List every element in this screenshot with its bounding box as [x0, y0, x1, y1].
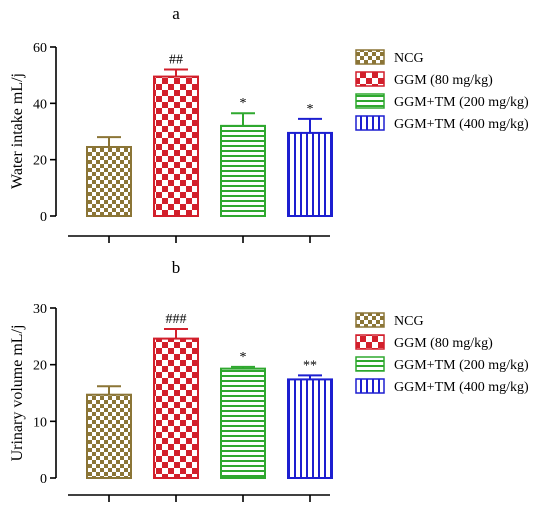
legend-swatch	[355, 334, 385, 350]
bar	[86, 393, 132, 480]
significance-label: *	[307, 102, 314, 117]
y-tick-label: 20	[33, 154, 47, 169]
significance-label: *	[240, 96, 247, 111]
y-tick-label: 60	[33, 41, 47, 56]
significance-label: ###	[166, 312, 187, 327]
legend-swatch	[355, 115, 385, 131]
chart-panel-a: a Water intake mL/j 0 20 40 60 ## * * NCG GGM (…	[9, 4, 529, 243]
legend-swatch	[355, 356, 385, 372]
legend-label: GGM (80 mg/kg)	[394, 73, 493, 88]
plot-area: 0 20 40 60 ## * *	[33, 41, 333, 243]
bar	[220, 367, 266, 479]
chart-title: b	[172, 258, 181, 277]
legend-swatch	[355, 49, 385, 65]
bar	[153, 337, 199, 479]
y-tick-label: 40	[33, 97, 47, 112]
y-tick-label: 10	[33, 415, 47, 430]
significance-label: ##	[169, 53, 183, 68]
bar	[86, 145, 132, 217]
y-axis-label: Urinary volume mL/j	[9, 325, 26, 462]
y-tick-label: 20	[33, 359, 47, 374]
legend-label: GGM+TM (200 mg/kg)	[394, 358, 529, 373]
bar	[220, 124, 266, 217]
significance-label: **	[303, 358, 317, 373]
significance-label: *	[240, 350, 247, 365]
legend-label: GGM+TM (400 mg/kg)	[394, 117, 529, 132]
legend: NCG GGM (80 mg/kg) GGM+TM (200 mg/kg) GGM+T…	[355, 49, 529, 132]
legend-label: NCG	[394, 314, 424, 329]
bar	[153, 75, 199, 217]
bar	[287, 378, 333, 479]
bar	[287, 131, 333, 218]
legend-label: GGM+TM (400 mg/kg)	[394, 380, 529, 395]
legend-swatch	[355, 312, 385, 328]
legend-swatch	[355, 378, 385, 394]
y-tick-label: 0	[40, 472, 47, 487]
legend-label: NCG	[394, 51, 424, 66]
y-tick-label: 0	[40, 210, 47, 225]
legend-swatch	[355, 93, 385, 109]
chart-title: a	[172, 4, 180, 23]
y-tick-label: 30	[33, 302, 47, 317]
legend-label: GGM (80 mg/kg)	[394, 336, 493, 351]
legend-label: GGM+TM (200 mg/kg)	[394, 95, 529, 110]
legend-swatch	[355, 71, 385, 87]
legend: NCG GGM (80 mg/kg) GGM+TM (200 mg/kg) GGM+T…	[355, 312, 529, 395]
y-axis-label: Water intake mL/j	[9, 73, 26, 189]
